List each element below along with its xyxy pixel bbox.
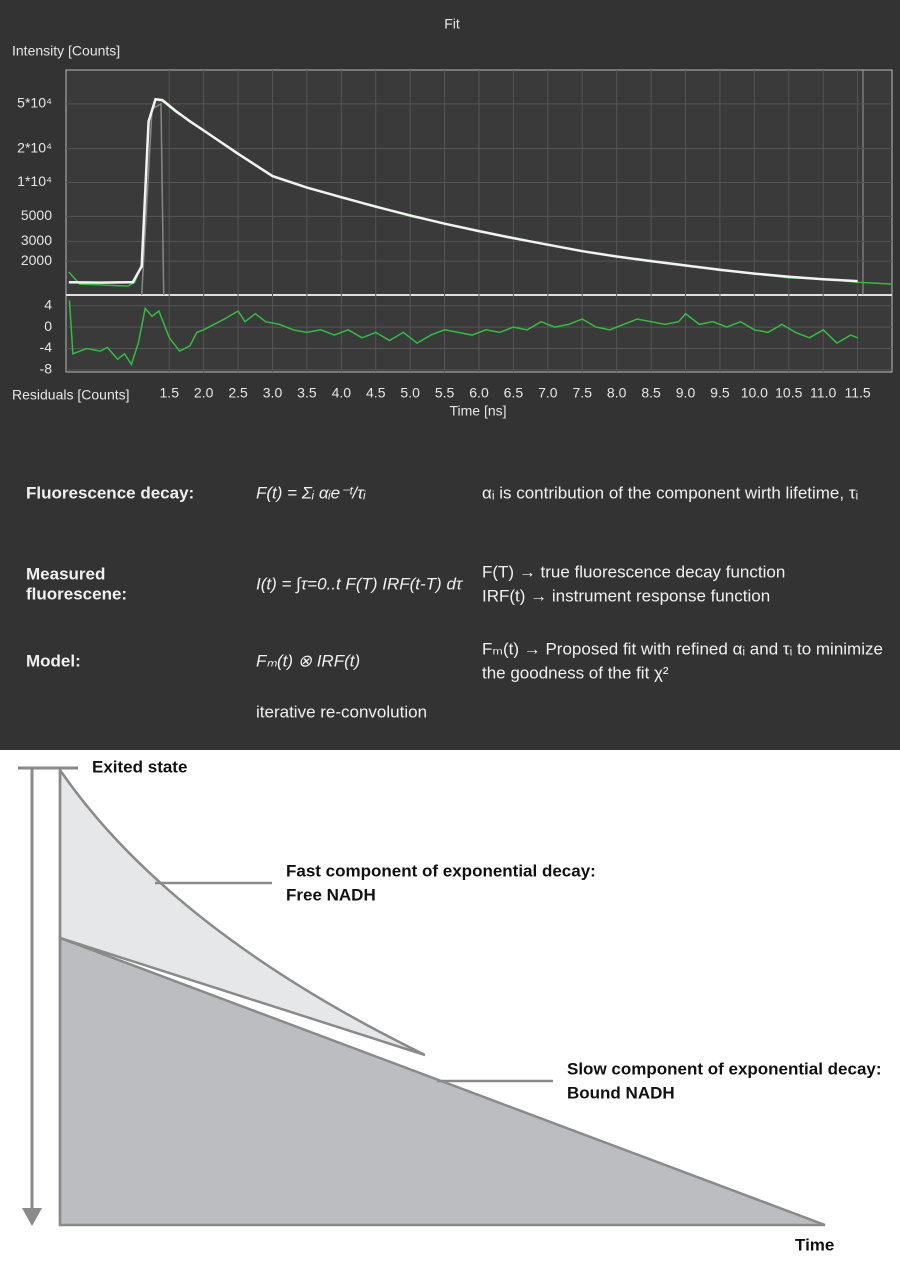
y-tick-label: 4: [44, 296, 52, 312]
eq-label: Measured: [26, 564, 105, 583]
y-tick-label: 3000: [21, 232, 52, 248]
x-tick-label: 2.0: [194, 385, 214, 401]
y-tick-label: 2*10⁴: [17, 139, 52, 155]
fast-label: Fast component of exponential decay:: [286, 861, 596, 880]
series-line: [68, 300, 858, 367]
x-tick-label: 5.0: [400, 385, 420, 401]
x-tick-label: 4.0: [332, 385, 352, 401]
x-tick-label: 6.0: [469, 385, 489, 401]
x-tick-label: 8.0: [607, 385, 627, 401]
y-tick-label: 2000: [21, 252, 52, 268]
x-tick-label: 11.5: [844, 385, 870, 401]
eq-formula: Fₘ(t) ⊗ IRF(t): [256, 651, 360, 670]
y-tick-label: 5000: [21, 207, 52, 223]
y-tick-label: -8: [40, 361, 53, 377]
slow-label: Slow component of exponential decay:: [567, 1059, 882, 1078]
y-tick-label: -4: [40, 339, 53, 355]
state-label: Exited state: [92, 757, 187, 776]
x-tick-label: 2.5: [228, 385, 248, 401]
eq-description: αᵢ is contribution of the component wirt…: [482, 483, 858, 502]
x-tick-label: 10.5: [775, 385, 802, 401]
time-label: Time: [795, 1235, 834, 1254]
x-tick-label: 5.5: [435, 385, 455, 401]
equations: Fluorescence decay: F(t) = Σᵢ αᵢe⁻ᵗ/τᵢ αᵢ …: [26, 483, 883, 682]
eq-description: the goodness of the fit χ²: [482, 663, 669, 682]
chart-title: Fit: [444, 16, 460, 32]
arrow-head: [22, 1208, 42, 1226]
x-axis-label: Time [ns]: [449, 403, 506, 419]
diagram: Exited state Fast component of exponenti…: [18, 757, 882, 1254]
eq-description: F(T) → true fluorescence decay function: [482, 562, 785, 581]
x-tick-label: 11.0: [810, 385, 836, 401]
x-tick-label: 10.0: [741, 385, 768, 401]
y-tick-label: 5*10⁴: [17, 95, 52, 111]
x-tick-label: 7.0: [538, 385, 558, 401]
fast-label: Free NADH: [286, 885, 376, 904]
eq-label: Model:: [26, 651, 81, 670]
grid: [66, 70, 892, 372]
eq-description: Fₘ(t) → Proposed fit with refined αᵢ and…: [482, 639, 883, 658]
fast-region: [58, 765, 426, 1057]
x-tick-label: 3.0: [263, 385, 283, 401]
eq-formula: F(t) = Σᵢ αᵢe⁻ᵗ/τᵢ: [256, 483, 366, 502]
eq-formula: I(t) = ∫τ=0..t F(T) IRF(t-T) dτ: [256, 574, 464, 593]
x-tick-label: 1.5: [160, 385, 180, 401]
eq-description: IRF(t) → instrument response function: [482, 586, 770, 605]
y-tick-label: 0: [44, 318, 52, 334]
x-tick-label: 9.5: [710, 385, 730, 401]
y-axis-label: Intensity [Counts]: [12, 43, 120, 59]
x-tick-label: 8.5: [641, 385, 661, 401]
x-tick-label: 4.5: [366, 385, 386, 401]
series-line: [68, 97, 858, 284]
note: iterative re-convolution: [256, 702, 427, 721]
x-tick-label: 6.5: [504, 385, 524, 401]
series-line: [140, 102, 165, 296]
x-tick-label: 7.5: [573, 385, 593, 401]
slow-label: Bound NADH: [567, 1083, 675, 1102]
residuals-axis-label: Residuals [Counts]: [12, 387, 130, 403]
eq-label: fluorescene:: [26, 584, 127, 603]
y-tick-label: 1*10⁴: [17, 173, 52, 189]
eq-label: Fluorescence decay:: [26, 483, 194, 502]
x-tick-label: 3.5: [297, 385, 317, 401]
x-tick-label: 9.0: [676, 385, 696, 401]
